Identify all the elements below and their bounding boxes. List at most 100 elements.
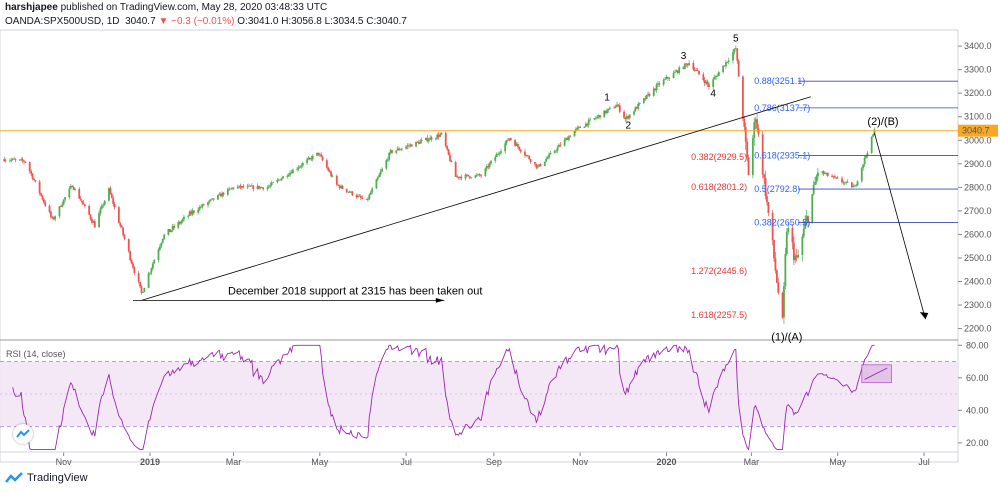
candle-body <box>147 273 150 288</box>
candle-body <box>368 194 371 200</box>
candle-body <box>311 155 314 160</box>
price-tick-label: 3100.0 <box>964 112 992 122</box>
candle-body <box>484 168 487 176</box>
candle-body <box>385 160 388 169</box>
candle-body <box>20 159 23 161</box>
candle-body <box>490 160 492 164</box>
fib-level-label: 0.786(3137.7) <box>754 103 810 113</box>
candle-body <box>325 160 328 168</box>
candle-body <box>703 80 706 84</box>
candle-body <box>507 139 509 141</box>
candle-body <box>347 191 350 193</box>
publish-info: harshjapee published on TradingView.com,… <box>5 2 327 13</box>
candle-body <box>485 166 488 169</box>
candle-body <box>647 93 650 95</box>
candle-body <box>109 188 112 194</box>
candle-body <box>11 158 14 160</box>
candle-body <box>188 211 191 216</box>
candle-body <box>767 201 770 213</box>
candle-body <box>555 150 558 152</box>
candle-body <box>299 166 301 168</box>
candle-body <box>4 160 7 162</box>
candle-body <box>727 60 730 62</box>
candle-body <box>371 188 374 193</box>
candle-body <box>584 123 587 127</box>
candle-body <box>705 81 708 84</box>
candle-body <box>497 153 500 155</box>
candle-body <box>21 159 24 161</box>
wave-label: (2)/(B) <box>867 116 898 128</box>
candle-body <box>751 137 754 176</box>
price-tick-label: 3400.0 <box>964 41 992 51</box>
candle-body <box>211 198 214 200</box>
candle-body <box>180 221 183 224</box>
candle-body <box>79 198 82 201</box>
candle-body <box>538 164 541 167</box>
candle-body <box>529 159 532 163</box>
candle-body <box>9 160 11 162</box>
candle-body <box>231 187 233 189</box>
support-annotation: December 2018 support at 2315 has been t… <box>228 285 482 297</box>
candle-body <box>266 187 269 190</box>
candle-body <box>524 151 526 156</box>
candle-body <box>292 169 294 174</box>
candle-body <box>226 188 229 195</box>
candle-body <box>846 181 849 183</box>
candle-body <box>792 242 795 261</box>
candle-body <box>474 175 477 178</box>
candle-body <box>280 178 283 181</box>
candle-body <box>419 141 422 144</box>
candle-body <box>250 185 253 187</box>
candle-body <box>262 187 265 190</box>
candle-body <box>674 71 676 73</box>
rsi-highlight-trend <box>864 367 888 380</box>
candle-body <box>528 156 531 160</box>
candle-body <box>52 217 55 220</box>
candle-body <box>817 172 819 177</box>
candle-body <box>258 185 260 189</box>
candle-body <box>795 255 798 258</box>
candle-body <box>593 118 596 120</box>
candle-body <box>672 72 675 79</box>
candle-body <box>42 199 45 203</box>
author-name[interactable]: harshjapee <box>5 2 58 13</box>
candle-body <box>746 141 749 158</box>
candle-body <box>723 65 726 67</box>
tradingview-badge[interactable] <box>13 424 33 444</box>
price-tick-label: 2500.0 <box>964 253 992 263</box>
candle-body <box>761 134 764 175</box>
candle-body <box>797 254 799 258</box>
candle-body <box>744 126 747 142</box>
candle-body <box>330 171 333 177</box>
candle-body <box>802 228 805 237</box>
candle-body <box>644 98 647 100</box>
candle-body <box>425 137 427 140</box>
candle-body <box>51 217 54 218</box>
candle-body <box>260 187 263 188</box>
fib-level-label: 0.382(2650.5) <box>754 218 810 228</box>
candle-body <box>161 238 164 243</box>
candle-body <box>683 63 686 69</box>
ohlc-values: O:3041.0 H:3056.8 L:3034.5 C:3040.7 <box>237 16 407 27</box>
last-price: 3040.7 <box>125 16 156 27</box>
candle-body <box>682 67 685 69</box>
footer-brand[interactable]: TradingView <box>5 472 88 484</box>
fib-level-label: 0.382(2929.5) <box>691 152 747 162</box>
candle-body <box>444 132 447 147</box>
fib-level-label: 0.618(2801.2) <box>691 182 747 192</box>
candle-body <box>539 164 542 166</box>
candle-body <box>693 69 696 71</box>
symbol-name[interactable]: OANDA:SPX500USD, 1D <box>5 16 120 27</box>
candle-body <box>519 149 522 152</box>
candle-body <box>842 182 845 184</box>
candle-body <box>88 205 91 215</box>
candle-body <box>815 176 818 182</box>
wave-label: 5 <box>733 33 739 44</box>
candle-body <box>378 174 381 178</box>
candle-body <box>229 188 232 190</box>
candle-body <box>350 191 352 193</box>
candle-body <box>168 229 171 233</box>
rsi-tick-label: 20.00 <box>966 438 989 448</box>
time-tick-label: Jul <box>400 457 412 467</box>
